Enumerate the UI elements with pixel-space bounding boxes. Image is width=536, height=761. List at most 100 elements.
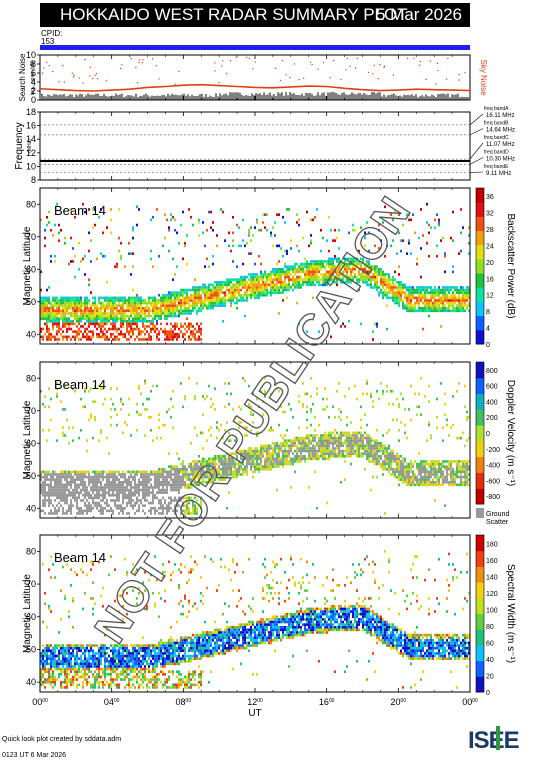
- echo-cell: [468, 252, 470, 255]
- echo-cell: [282, 215, 284, 219]
- echo-cell: [62, 426, 64, 429]
- sky-noise-dot: [345, 69, 347, 71]
- echo-cell: [88, 278, 90, 281]
- echo-cell: [270, 231, 272, 235]
- echo-cell: [90, 338, 92, 341]
- echo-cell: [302, 382, 304, 385]
- echo-cell: [46, 306, 48, 310]
- echo-cell: [336, 273, 338, 276]
- echo-cell: [286, 283, 288, 287]
- echo-cell: [50, 418, 52, 422]
- echo-cell: [198, 293, 200, 297]
- echo-cell: [342, 452, 344, 455]
- echo-cell: [240, 244, 242, 248]
- echo-cell: [94, 488, 96, 492]
- echo-cell: [128, 306, 130, 310]
- echo-cell: [158, 418, 160, 422]
- sky-noise-dot: [78, 77, 80, 79]
- echo-cell: [134, 491, 136, 494]
- echo-cell: [72, 319, 74, 323]
- echo-cell: [152, 325, 154, 328]
- echo-cell: [322, 449, 324, 453]
- echo-cell: [304, 392, 306, 396]
- echo-cell: [128, 478, 130, 481]
- echo-cell: [206, 306, 208, 310]
- echo-cell: [452, 296, 454, 300]
- frequency-ylabel: Frequency: [14, 122, 25, 169]
- echo-cell: [136, 327, 138, 331]
- echo-cell: [100, 488, 102, 492]
- echo-cell: [76, 309, 78, 313]
- echo-cell: [84, 496, 86, 500]
- echo-cell: [58, 312, 60, 315]
- echo-cell: [62, 470, 64, 474]
- echo-cell: [344, 449, 346, 453]
- echo-cell: [442, 309, 444, 313]
- echo-cell: [120, 306, 122, 310]
- echo-cell: [170, 473, 172, 476]
- echo-cell: [86, 304, 88, 307]
- sky-noise-dot: [289, 76, 291, 79]
- echo-cell: [426, 241, 428, 245]
- echo-cell: [182, 467, 184, 471]
- echo-cell: [462, 291, 464, 294]
- echo-cell: [210, 457, 212, 461]
- echo-cell: [278, 275, 280, 279]
- echo-cell: [164, 301, 166, 305]
- echo-cell: [208, 480, 210, 484]
- echo-cell: [296, 213, 298, 216]
- echo-cell: [310, 265, 312, 268]
- echo-cell: [118, 312, 120, 315]
- echo-cell: [202, 462, 204, 466]
- echo-cell: [120, 241, 122, 245]
- echo-cell: [42, 483, 44, 487]
- echo-cell: [178, 486, 180, 489]
- echo-cell: [192, 475, 194, 479]
- echo-cell: [62, 338, 64, 341]
- echo-cell: [188, 208, 190, 211]
- echo-cell: [258, 452, 260, 455]
- echo-cell: [320, 439, 322, 442]
- echo-cell: [148, 312, 150, 315]
- echo-cell: [114, 408, 116, 411]
- echo-cell: [296, 439, 298, 442]
- echo-cell: [302, 405, 304, 409]
- echo-cell: [48, 296, 50, 300]
- echo-cell: [80, 296, 82, 300]
- echo-cell: [148, 296, 150, 300]
- echo-cell: [168, 291, 170, 294]
- echo-cell: [184, 327, 186, 331]
- echo-cell: [60, 496, 62, 500]
- echo-cell: [114, 480, 116, 484]
- echo-cell: [80, 304, 82, 307]
- echo-cell: [58, 317, 60, 320]
- echo-cell: [342, 449, 344, 453]
- echo-cell: [42, 493, 44, 497]
- echo-cell: [196, 465, 198, 468]
- echo-cell: [344, 460, 346, 463]
- echo-cell: [376, 265, 378, 268]
- echo-cell: [418, 309, 420, 313]
- echo-cell: [310, 262, 312, 266]
- echo-cell: [108, 319, 110, 323]
- echo-cell: [142, 317, 144, 320]
- echo-cell: [156, 496, 158, 500]
- sky-noise-dot: [235, 56, 237, 59]
- echo-cell: [458, 288, 460, 292]
- sky-noise-dot: [425, 78, 427, 81]
- echo-cell: [124, 319, 126, 323]
- echo-cell: [78, 493, 80, 497]
- echo-cell: [162, 512, 164, 515]
- echo-cell: [450, 296, 452, 300]
- echo-cell: [216, 301, 218, 305]
- echo-cell: [334, 275, 336, 279]
- echo-cell: [264, 275, 266, 279]
- echo-cell: [116, 423, 118, 427]
- echo-cell: [140, 470, 142, 474]
- echo-cell: [118, 249, 120, 253]
- echo-cell: [292, 283, 294, 287]
- echo-cell: [50, 480, 52, 484]
- echo-cell: [210, 480, 212, 484]
- echo-cell: [224, 301, 226, 305]
- echo-cell: [58, 223, 60, 227]
